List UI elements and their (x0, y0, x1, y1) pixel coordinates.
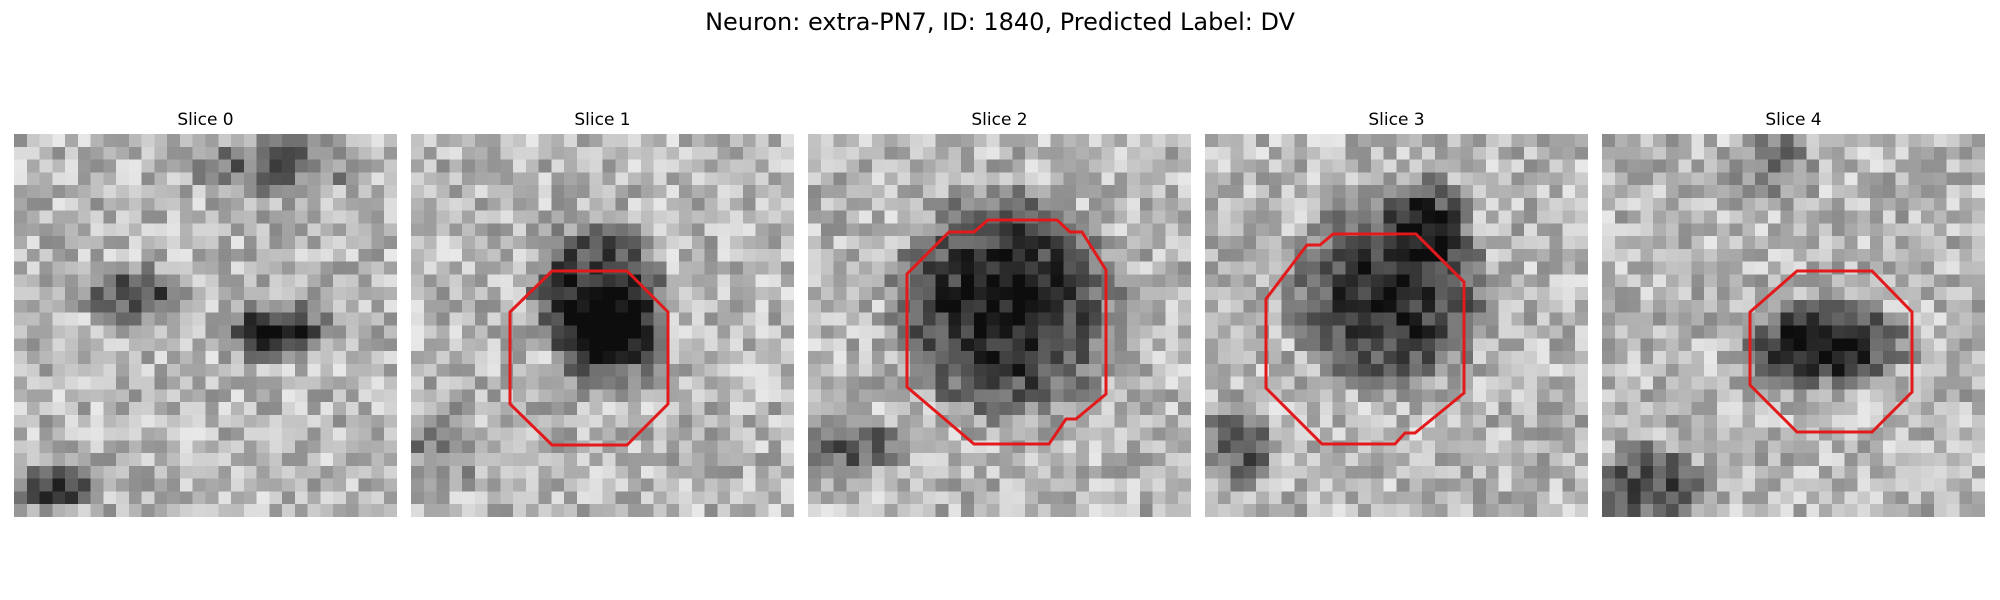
slice-4-pixels (1602, 134, 1985, 517)
figure-title: Neuron: extra-PN7, ID: 1840, Predicted L… (705, 8, 1295, 36)
slice-3-outline (1264, 232, 1466, 446)
slice-0-image (14, 134, 397, 517)
slice-2-outline (905, 218, 1108, 446)
slice-1-pixels (411, 134, 794, 517)
slice-2-title: Slice 2 (971, 110, 1028, 130)
slice-3-image (1205, 134, 1588, 517)
slice-3-title: Slice 3 (1368, 110, 1425, 130)
slice-4-image (1602, 134, 1985, 517)
slice-1-title: Slice 1 (574, 110, 631, 130)
slice-2-pixels (808, 134, 1191, 517)
slice-4-title: Slice 4 (1765, 110, 1822, 130)
slice-1-outline (508, 269, 670, 447)
slice-1-image (411, 134, 794, 517)
slice-0-pixels (14, 134, 397, 517)
slice-4-outline (1748, 269, 1914, 434)
slice-3-pixels (1205, 134, 1588, 517)
slice-2-image (808, 134, 1191, 517)
slice-0-title: Slice 0 (177, 110, 234, 130)
